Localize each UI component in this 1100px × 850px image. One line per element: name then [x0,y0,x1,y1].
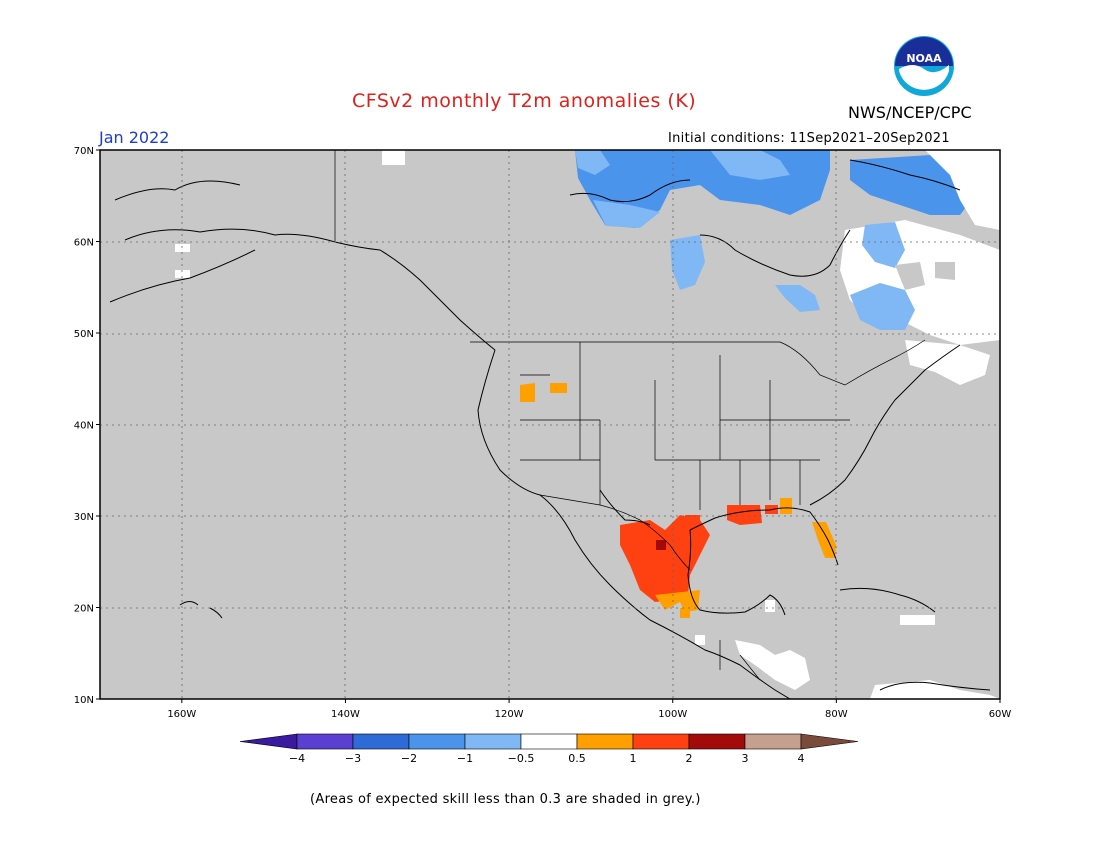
lon-tick-label: 60W [989,709,1012,720]
lat-tick-label: 60N [74,238,94,249]
lat-tick-label: 50N [74,329,94,340]
colorbar-max-arrow [800,733,859,750]
region-mexico-texas-warm [620,515,710,602]
lon-tick-label: 120W [495,709,524,720]
borders [334,150,926,681]
lat-tick-label: 70N [74,146,94,157]
colorbar-tick-label: 0.5 [568,752,586,765]
colorbar-tick-label: −3 [345,752,361,765]
colorbar-swatch [576,733,634,750]
logo-text: NOAA [906,52,942,65]
region-idaho-warm [520,383,535,402]
colorbar-tick-label: −1 [457,752,473,765]
lon-tick-label: 140W [331,709,360,720]
colorbar-tick-label: 1 [630,752,637,765]
colorbar-swatch [296,733,354,750]
target-month-label: Jan 2022 [99,128,170,147]
colorbar-tick-label: −0.5 [508,752,535,765]
colorbar-min-arrow [239,733,298,750]
longitude-labels: 160W 140W 120W 100W 80W 60W [167,699,1011,720]
lon-tick-label: 80W [825,709,848,720]
agency-label: NWS/NCEP/CPC [848,103,972,122]
colorbar-swatch [744,733,802,750]
colorbar-tick-label: 4 [798,752,805,765]
colorbar-tick-label: −2 [401,752,417,765]
chart-title: CFSv2 monthly T2m anomalies (K) [352,90,697,112]
noaa-logo-icon: NOAA [894,36,954,96]
skill-footnote: (Areas of expected skill less than 0.3 a… [310,792,701,807]
lon-tick-label: 160W [167,709,196,720]
lat-tick-label: 30N [74,512,94,523]
lat-tick-label: 40N [74,421,94,432]
lat-tick-label: 20N [74,604,94,615]
anomaly-layer [109,150,1000,699]
region-florida-gulf-warm [812,522,836,558]
colorbar-tick-label: 2 [686,752,693,765]
colorbar-swatch [408,733,466,750]
region-hudson-bay-cool [593,200,660,228]
lat-tick-label: 10N [74,695,94,706]
colorbar-tick-label: 3 [742,752,749,765]
colorbar: −4 −3 −2 −1 −0.5 0.5 1 2 3 4 [239,733,859,765]
gridlines [100,150,1000,699]
region-mexico-core-hot [656,540,666,550]
colorbar-tick-label: −4 [289,752,305,765]
lon-tick-label: 100W [658,709,687,720]
initial-conditions-label: Initial conditions: 11Sep2021–20Sep2021 [668,131,950,146]
colorbar-swatch [352,733,410,750]
colorbar-swatch [520,733,578,750]
latitude-labels: 70N 60N 50N 40N 30N 20N 10N [74,146,100,706]
colorbar-swatch [632,733,690,750]
colorbar-swatch [464,733,522,750]
colorbar-swatch [688,733,746,750]
